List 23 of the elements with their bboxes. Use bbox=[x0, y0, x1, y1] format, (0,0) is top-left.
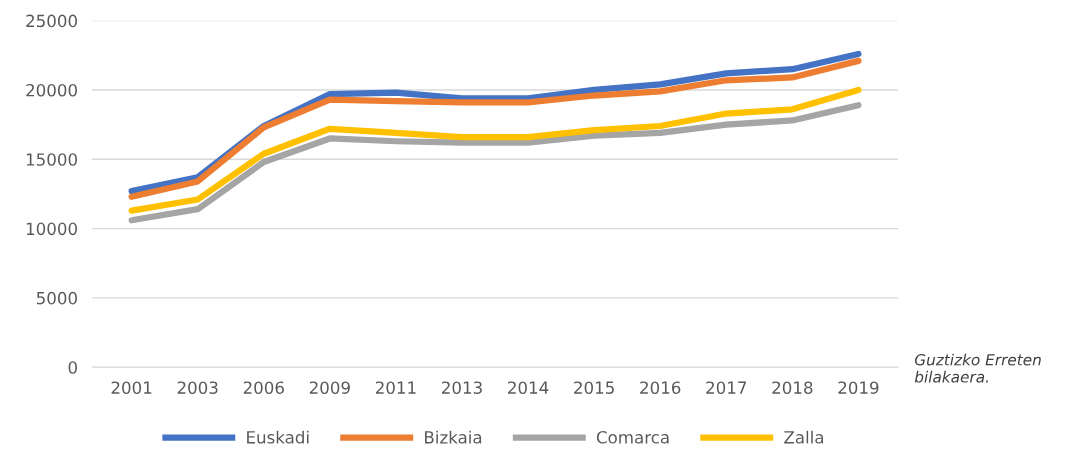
x-tick-label: 2014 bbox=[508, 381, 549, 394]
x-tick-label: 2015 bbox=[574, 381, 614, 394]
y-tick-label: 5000 bbox=[36, 291, 77, 305]
x-tick-label: 2017 bbox=[706, 381, 747, 394]
text: Guztizko Erreten bilakaera. bbox=[914, 353, 1041, 383]
x-tick-label: 2013 bbox=[441, 381, 482, 394]
legend-label: Zalla bbox=[784, 430, 824, 444]
x-tick-label: 2018 bbox=[772, 381, 813, 394]
y-tick-label: 25000 bbox=[26, 14, 77, 28]
x-tick-label: 2011 bbox=[375, 381, 416, 394]
x-tick-label: 2009 bbox=[309, 381, 350, 394]
x-tick-label: 2006 bbox=[243, 381, 284, 394]
legend-label: Euskadi bbox=[247, 430, 309, 444]
x-tick-label: 2003 bbox=[177, 381, 218, 394]
x-tick-label: 2019 bbox=[838, 381, 879, 394]
legend-label: Comarca bbox=[596, 431, 669, 444]
y-tick-label: 10000 bbox=[26, 222, 77, 236]
y-tick-label: 15000 bbox=[26, 153, 77, 166]
legend-label: Bizkaia bbox=[425, 430, 482, 444]
y-tick-label: 20000 bbox=[26, 83, 77, 97]
x-tick-label: 2016 bbox=[640, 381, 681, 394]
y-tick-label: 0 bbox=[68, 361, 77, 374]
x-tick-label: 2001 bbox=[111, 381, 152, 394]
